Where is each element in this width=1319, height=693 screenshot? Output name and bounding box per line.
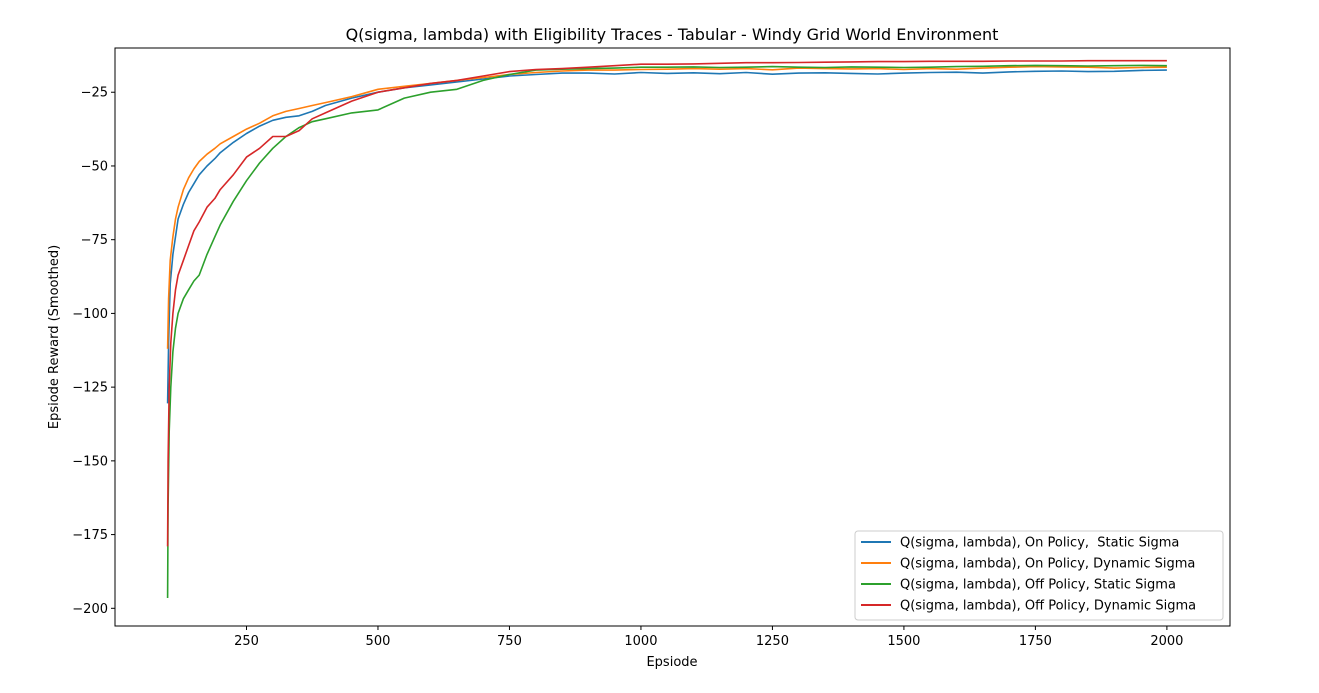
legend-label-4: Q(sigma, lambda), Off Policy, Dynamic Si… — [900, 599, 1196, 614]
series-line-1 — [166, 69, 1167, 404]
x-tick-label: 2000 — [1150, 634, 1183, 649]
y-tick-label: −125 — [72, 381, 108, 396]
y-tick-label: −150 — [72, 454, 108, 469]
x-tick-label: 1750 — [1019, 634, 1052, 649]
legend-frame — [854, 530, 1224, 621]
plot-frame — [114, 47, 1231, 627]
x-tick-label: 1250 — [756, 634, 789, 649]
legend: Q(sigma, lambda), On Policy, Static Sigm… — [854, 530, 1224, 621]
legend-label-2: Q(sigma, lambda), On Policy, Dynamic Sig… — [900, 557, 1195, 572]
y-tick-label: −100 — [72, 307, 108, 322]
plot-area: 250 500 750 1000 1250 1500 1750 2000 −200 −175 −1… — [72, 47, 1231, 649]
y-tick-label: −50 — [81, 159, 108, 174]
chart-title: Q(sigma, lambda) with Eligibility Traces… — [346, 25, 999, 44]
legend-label-3: Q(sigma, lambda), Off Policy, Static Sig… — [900, 578, 1176, 593]
y-tick-label: −175 — [72, 528, 108, 543]
x-tick-label: 500 — [366, 634, 391, 649]
y-axis-ticks: −200 −175 −150 −125 −100 −75 −50 −25 — [72, 86, 115, 617]
series-line-3 — [166, 64, 1167, 599]
x-axis-ticks: 250 500 750 1000 1250 1500 1750 2000 — [234, 626, 1183, 649]
series-line-4 — [166, 59, 1167, 547]
x-tick-label: 750 — [497, 634, 522, 649]
x-axis-label: Epsiode — [646, 655, 697, 670]
x-tick-label: 1000 — [624, 634, 657, 649]
series-line-2 — [166, 65, 1167, 349]
series-group — [166, 59, 1167, 599]
y-tick-label: −200 — [72, 602, 108, 617]
legend-label-1: Q(sigma, lambda), On Policy, Static Sigm… — [900, 536, 1179, 551]
x-tick-label: 250 — [234, 634, 259, 649]
x-tick-label: 1500 — [887, 634, 920, 649]
y-tick-label: −75 — [81, 233, 108, 248]
y-axis-label: Epsiode Reward (Smoothed) — [47, 245, 62, 429]
y-tick-label: −25 — [81, 86, 108, 101]
